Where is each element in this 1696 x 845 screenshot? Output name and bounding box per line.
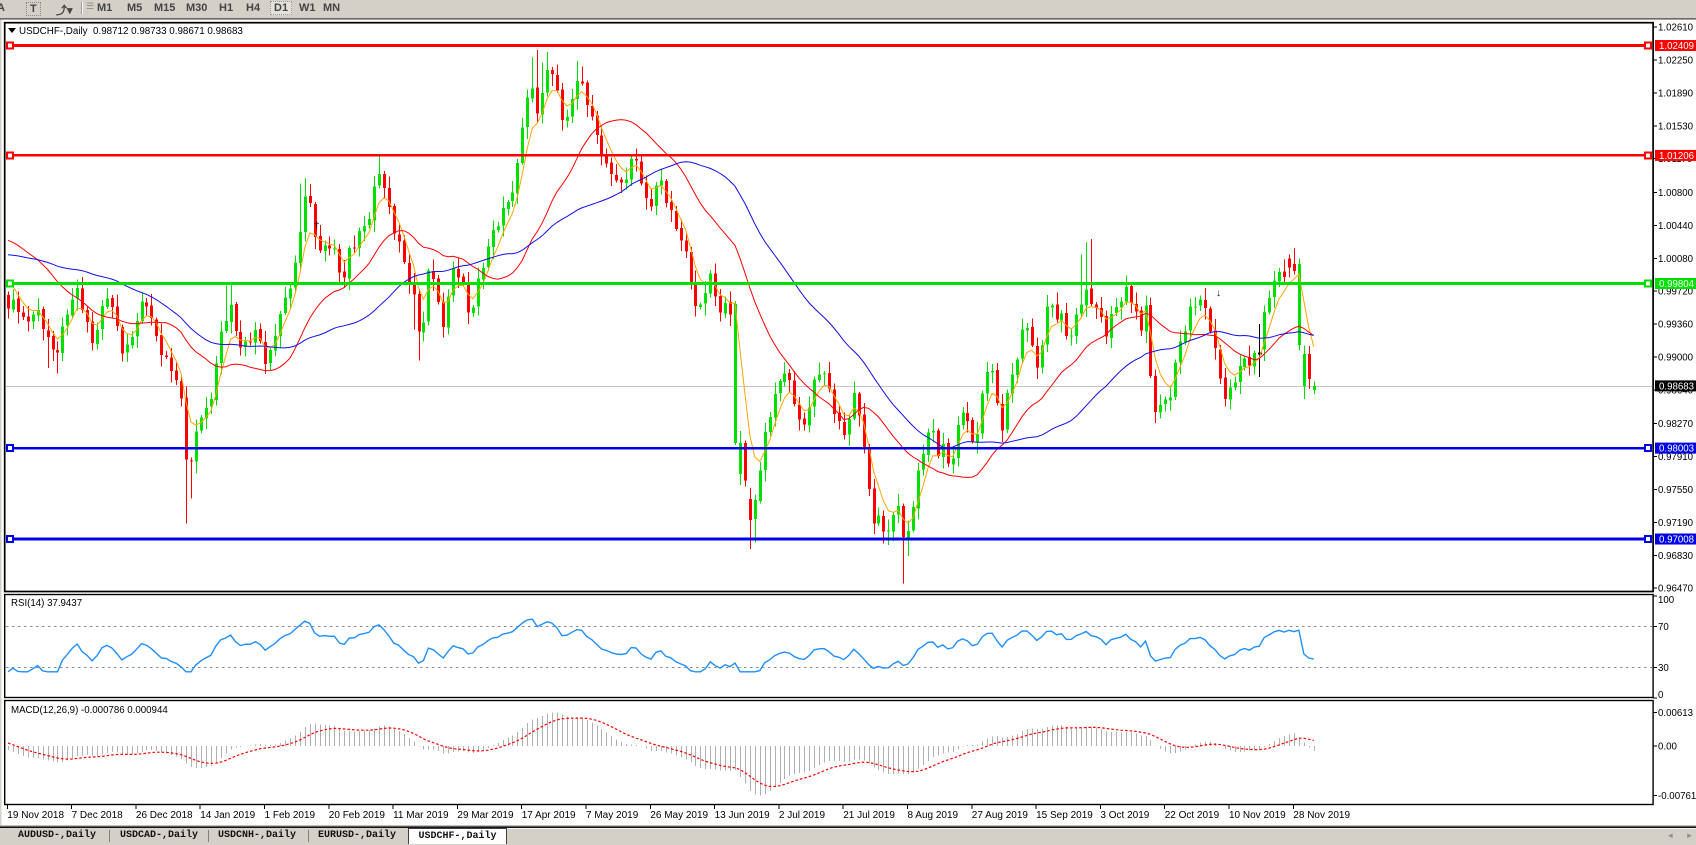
svg-text:MACD(12,26,9) -0.000786 0.0009: MACD(12,26,9) -0.000786 0.000944 <box>11 705 168 716</box>
svg-text:13 Jun 2019: 13 Jun 2019 <box>715 810 770 821</box>
svg-text:7 Dec 2018: 7 Dec 2018 <box>72 810 124 821</box>
svg-text:1 Feb 2019: 1 Feb 2019 <box>265 810 316 821</box>
svg-text:1.00440: 1.00440 <box>1658 221 1694 232</box>
svg-text:15 Sep 2019: 15 Sep 2019 <box>1036 810 1093 821</box>
svg-text:1.02610: 1.02610 <box>1658 23 1694 34</box>
svg-text:1.02250: 1.02250 <box>1658 56 1694 67</box>
svg-text:14 Jan 2019: 14 Jan 2019 <box>200 810 255 821</box>
svg-text:20 Feb 2019: 20 Feb 2019 <box>329 810 386 821</box>
svg-text:7 May 2019: 7 May 2019 <box>586 810 639 821</box>
svg-text:0.99360: 0.99360 <box>1658 320 1694 331</box>
svg-text:19 Nov 2018: 19 Nov 2018 <box>7 810 64 821</box>
svg-text:0.96470: 0.96470 <box>1658 584 1694 595</box>
svg-text:10 Nov 2019: 10 Nov 2019 <box>1229 810 1286 821</box>
svg-text:0.98003: 0.98003 <box>1659 444 1694 455</box>
svg-text:28 Nov 2019: 28 Nov 2019 <box>1293 810 1350 821</box>
svg-text:2 Jul 2019: 2 Jul 2019 <box>779 810 826 821</box>
svg-text:0: 0 <box>1658 690 1664 701</box>
svg-text:11 Mar 2019: 11 Mar 2019 <box>393 810 449 821</box>
svg-text:17 Apr 2019: 17 Apr 2019 <box>522 810 576 821</box>
svg-text:1.01206: 1.01206 <box>1659 151 1694 162</box>
svg-text:↓: ↓ <box>1216 288 1221 299</box>
svg-text:0.98270: 0.98270 <box>1658 419 1694 430</box>
svg-text:1.01890: 1.01890 <box>1658 88 1694 99</box>
svg-text:0.96830: 0.96830 <box>1658 551 1694 562</box>
svg-text:22 Oct 2019: 22 Oct 2019 <box>1165 810 1220 821</box>
svg-text:RSI(14) 37.9437: RSI(14) 37.9437 <box>11 598 82 609</box>
svg-text:26 May 2019: 26 May 2019 <box>650 810 708 821</box>
svg-text:0.97550: 0.97550 <box>1658 485 1694 496</box>
svg-text:3 Oct 2019: 3 Oct 2019 <box>1100 810 1149 821</box>
svg-text:USDCHF-,Daily 0.98712 0.98733: USDCHF-,Daily 0.98712 0.98733 0.98671 0.… <box>19 26 243 37</box>
svg-text:30: 30 <box>1658 663 1669 674</box>
svg-text:29 Mar 2019: 29 Mar 2019 <box>457 810 514 821</box>
svg-text:†: † <box>314 221 320 232</box>
svg-text:-0.007612: -0.007612 <box>1658 791 1696 802</box>
svg-text:21 Jul 2019: 21 Jul 2019 <box>843 810 895 821</box>
svg-text:1.00800: 1.00800 <box>1658 188 1694 199</box>
svg-text:26 Dec 2018: 26 Dec 2018 <box>136 810 193 821</box>
svg-text:0.97190: 0.97190 <box>1658 518 1694 529</box>
svg-text:0.98683: 0.98683 <box>1659 381 1694 392</box>
svg-text:1.01530: 1.01530 <box>1658 121 1694 132</box>
svg-text:1.02409: 1.02409 <box>1659 41 1694 52</box>
svg-text:0.99804: 0.99804 <box>1659 279 1695 290</box>
svg-text:70: 70 <box>1658 622 1669 633</box>
svg-text:27 Aug 2019: 27 Aug 2019 <box>972 810 1029 821</box>
svg-text:100: 100 <box>1658 595 1675 606</box>
svg-text:0.99000: 0.99000 <box>1658 353 1694 364</box>
svg-text:8 Aug 2019: 8 Aug 2019 <box>908 810 959 821</box>
svg-text:0.00613: 0.00613 <box>1658 708 1693 719</box>
svg-text:1.00080: 1.00080 <box>1658 254 1694 265</box>
svg-text:0.97008: 0.97008 <box>1659 535 1694 546</box>
svg-text:0.00: 0.00 <box>1658 742 1677 753</box>
